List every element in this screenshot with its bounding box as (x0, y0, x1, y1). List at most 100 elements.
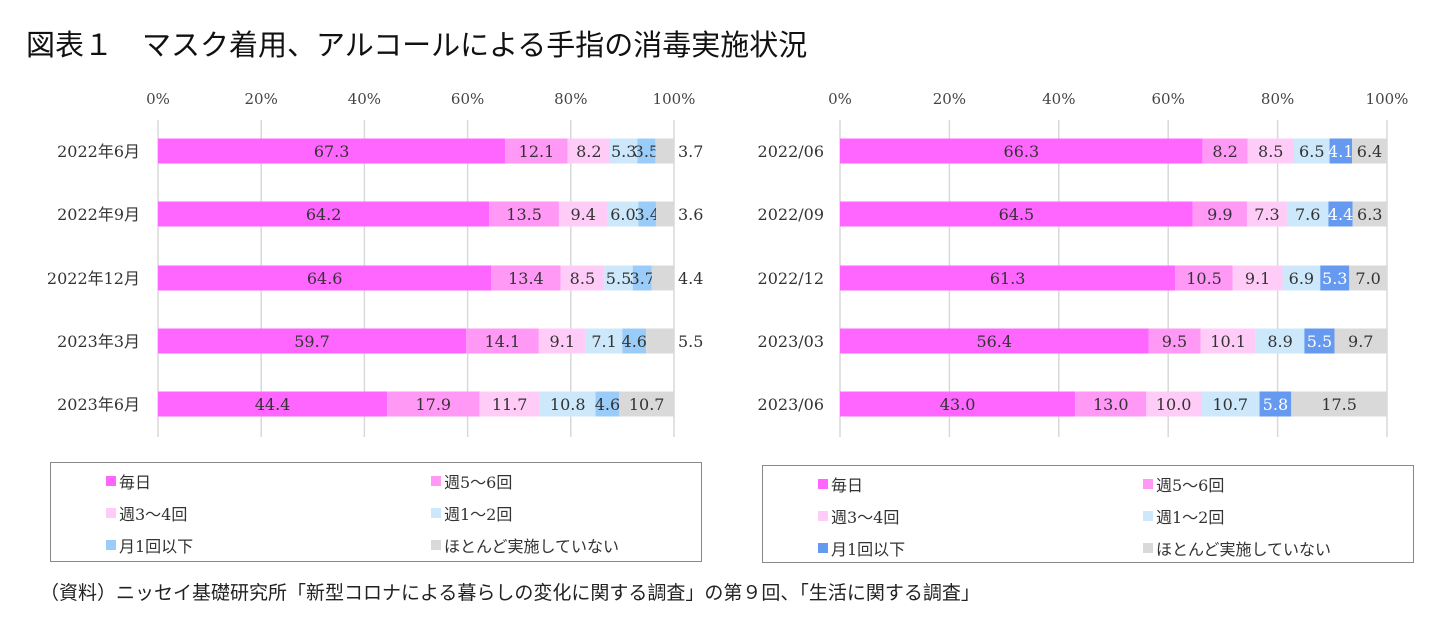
x-tick-label: 100% (653, 90, 696, 108)
data-label: 10.8 (550, 395, 586, 414)
bar-segment (1294, 138, 1330, 164)
data-label: 8.2 (576, 142, 601, 161)
bar-segment (1202, 138, 1248, 164)
data-label: 8.9 (1267, 332, 1292, 351)
category-label: 2022年6月 (57, 142, 140, 161)
category-label: 2022/12 (758, 269, 824, 288)
data-label: 4.6 (622, 332, 647, 351)
data-label: 3.4 (634, 205, 659, 224)
data-label: 4.6 (595, 395, 620, 414)
legend-item: 週3～4回 (106, 501, 187, 525)
data-label: 10.1 (1210, 332, 1246, 351)
data-label: 8.5 (570, 269, 595, 288)
legend-label: 毎日 (119, 473, 152, 492)
bar-segment (840, 265, 1176, 291)
data-label: 64.6 (307, 269, 343, 288)
legend-item: ほとんど実施していない (1143, 536, 1331, 560)
bar-segment (158, 328, 467, 354)
x-tick-label: 80% (1261, 90, 1294, 108)
category-label: 2022/06 (758, 142, 824, 161)
data-label: 66.3 (1004, 142, 1040, 161)
bar-segment (1201, 391, 1260, 417)
legend-item: 週1～2回 (431, 501, 512, 525)
data-label: 3.5 (634, 142, 659, 161)
legend-item: ほとんど実施していない (431, 533, 619, 557)
data-label: 7.0 (1355, 269, 1380, 288)
category-label: 2023/03 (758, 332, 824, 351)
category-label: 2023/06 (758, 395, 824, 414)
bar-segment (840, 391, 1076, 417)
data-label: 12.1 (519, 142, 555, 161)
bar-segment (595, 391, 620, 417)
bar-segment (567, 138, 611, 164)
data-label: 9.1 (550, 332, 575, 351)
data-label: 13.4 (508, 269, 544, 288)
legend-label: 月1回以下 (119, 537, 194, 556)
data-label: 10.5 (1186, 269, 1222, 288)
legend-label: 週5～6回 (444, 473, 513, 492)
data-label: 9.9 (1207, 205, 1232, 224)
data-label: 67.3 (314, 142, 350, 161)
legend-swatch (1143, 511, 1153, 521)
bar-segment (840, 138, 1203, 164)
bar-segment (840, 201, 1193, 227)
legend-item: 週5～6回 (431, 469, 512, 493)
legend-swatch (818, 511, 828, 521)
bar-segment (1247, 138, 1295, 164)
category-label: 2022年9月 (57, 205, 140, 224)
legend-swatch (106, 540, 116, 550)
data-label: 17.9 (415, 395, 451, 414)
data-label: 4.4 (678, 269, 703, 288)
bar-segment (538, 328, 586, 354)
bar-segment (1286, 201, 1329, 227)
data-label: 4.1 (1328, 142, 1353, 161)
bar-segment (632, 265, 652, 291)
bar-segment (651, 265, 674, 291)
bar-segment (539, 391, 596, 417)
data-label: 9.5 (1162, 332, 1187, 351)
legend-label: ほとんど実施していない (1156, 540, 1332, 559)
data-label: 5.3 (611, 142, 636, 161)
category-label: 2022年12月 (47, 269, 140, 288)
data-label: 7.3 (1254, 205, 1279, 224)
data-label: 6.3 (1357, 205, 1382, 224)
data-label: 7.1 (591, 332, 616, 351)
data-label: 4.4 (1328, 205, 1353, 224)
legend-right: 毎日 週5～6回 週3～4回 週1～2回 月1回以下 ほとんど実施していない (762, 465, 1414, 563)
bar-segment (1148, 328, 1201, 354)
bar-segment (840, 328, 1149, 354)
data-label: 3.7 (678, 142, 703, 161)
legend-label: 毎日 (831, 476, 864, 495)
legend-item: 週5～6回 (1143, 472, 1224, 496)
bar-segment (1328, 201, 1353, 227)
x-tick-label: 100% (1366, 90, 1409, 108)
bar-segment (655, 201, 674, 227)
data-label: 3.7 (630, 269, 655, 288)
data-label: 8.2 (1212, 142, 1237, 161)
bar-segment (158, 265, 492, 291)
bar-segment (607, 201, 639, 227)
bar-segment (158, 138, 506, 164)
bar-segment (1232, 265, 1283, 291)
x-tick-label: 80% (554, 90, 587, 108)
legend-swatch (818, 479, 828, 489)
bar-segment (1200, 328, 1256, 354)
bar-segment (505, 138, 568, 164)
bar-segment (637, 138, 656, 164)
data-label: 64.5 (999, 205, 1035, 224)
legend-item: 週3～4回 (818, 504, 899, 528)
bar-segment (158, 201, 490, 227)
bar-segment (560, 265, 605, 291)
legend-swatch (431, 540, 441, 550)
bar-segment (158, 391, 388, 417)
bar-segment (1320, 265, 1350, 291)
x-tick-label: 0% (146, 90, 170, 108)
bar-segment (1351, 138, 1387, 164)
data-label: 6.5 (1299, 142, 1324, 161)
category-label: 2023年6月 (57, 395, 140, 414)
bar-segment (1329, 138, 1352, 164)
x-tick-label: 20% (245, 90, 278, 108)
bar-segment (622, 328, 647, 354)
data-label: 6.9 (1289, 269, 1314, 288)
